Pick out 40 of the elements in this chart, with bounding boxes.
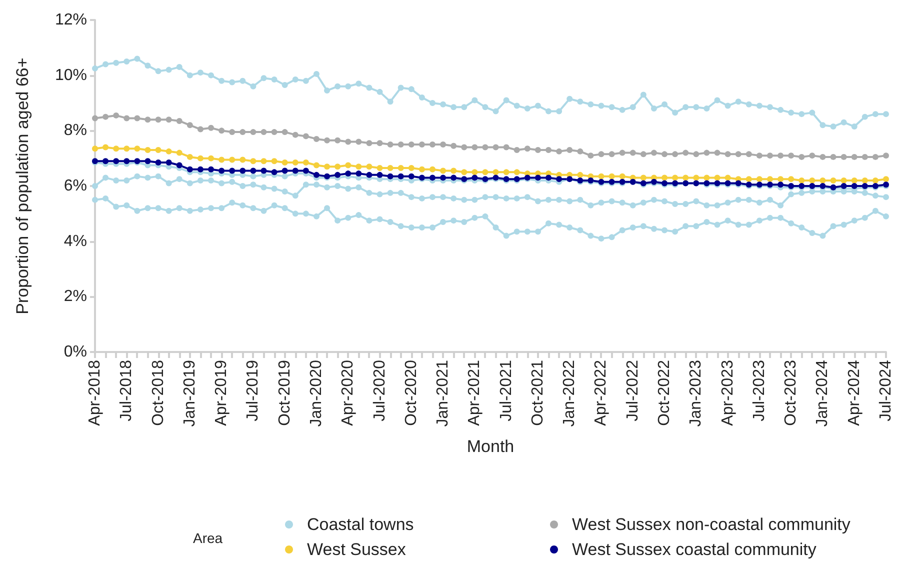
y-tick-label: 4% — [64, 232, 87, 250]
legend-label: Coastal towns — [307, 515, 414, 534]
x-tick-label: Apr-2022 — [592, 360, 610, 426]
x-tick-label: Apr-2021 — [466, 360, 484, 426]
y-tick-label: 6% — [64, 178, 87, 194]
x-tick-label: Apr-2018 — [86, 360, 104, 426]
legend-label: West Sussex non-coastal community — [572, 515, 851, 534]
x-tick-label: Jan-2021 — [434, 360, 452, 427]
x-tick-label: Apr-2023 — [719, 360, 736, 426]
x-tick-label: Jan-2022 — [561, 360, 578, 427]
x-tick-label: Jul-2021 — [498, 360, 515, 422]
x-tick-label: Jan-2019 — [181, 360, 198, 427]
x-tick-label: Jul-2024 — [878, 360, 894, 422]
x-axis-title: Month — [466, 437, 514, 456]
x-tick-label: Jul-2023 — [750, 360, 768, 422]
x-tick-label: Jan-2023 — [688, 360, 705, 427]
x-tick-label: Apr-2020 — [340, 360, 357, 426]
x-tick-label: Oct-2023 — [782, 360, 800, 426]
y-tick-label: 12% — [54, 12, 87, 28]
legend-label: West Sussex coastal community — [572, 540, 817, 559]
x-tick-label: Jul-2022 — [624, 360, 642, 422]
x-tick-label: Oct-2022 — [656, 360, 674, 426]
x-tick-label: Jan-2020 — [308, 360, 325, 427]
x-tick-label: Apr-2019 — [213, 360, 230, 426]
y-tick-label: 0% — [64, 344, 87, 360]
x-tick-label: Jul-2019 — [244, 360, 262, 422]
x-tick-label: Jan-2024 — [814, 360, 832, 427]
x-tick-label: Jul-2018 — [118, 360, 136, 422]
legend-label: West Sussex — [307, 540, 406, 559]
y-tick-label: 2% — [64, 288, 87, 306]
x-tick-label: Apr-2024 — [846, 360, 863, 426]
x-tick-label: Oct-2021 — [529, 360, 546, 426]
x-tick-label: Oct-2020 — [402, 360, 420, 426]
x-tick-label: Oct-2018 — [150, 360, 167, 426]
y-tick-label: 8% — [64, 122, 87, 140]
y-tick-label: 10% — [54, 66, 87, 84]
legend-title: Area — [193, 530, 223, 546]
x-tick-label: Oct-2019 — [276, 360, 294, 426]
x-tick-label: Jul-2020 — [371, 360, 388, 422]
y-axis-title: Proportion of population aged 66+ — [13, 58, 32, 314]
